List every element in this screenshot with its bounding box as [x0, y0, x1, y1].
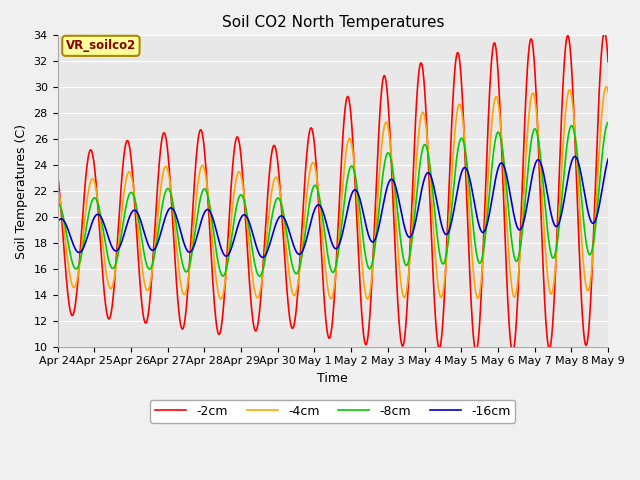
-16cm [412, 218, 420, 224]
Text: VR_soilco2: VR_soilco2 [66, 39, 136, 52]
Line: -2cm: -2cm [58, 33, 608, 352]
-2cm [54, 170, 61, 176]
-8cm [54, 201, 61, 206]
-2cm [506, 336, 514, 341]
-4cm [506, 271, 514, 276]
-8cm [154, 234, 161, 240]
-8cm [506, 226, 514, 231]
-2cm [154, 183, 161, 189]
-4cm [604, 89, 612, 95]
-4cm [54, 186, 61, 192]
-2cm [465, 237, 472, 242]
-8cm [465, 175, 472, 180]
-16cm [54, 219, 61, 225]
-4cm [602, 84, 610, 90]
-16cm [154, 240, 161, 246]
-2cm [601, 30, 609, 36]
-4cm [465, 196, 472, 202]
-16cm [604, 156, 612, 162]
Line: -16cm: -16cm [58, 156, 608, 257]
-16cm [506, 192, 514, 198]
-16cm [259, 254, 267, 260]
Line: -8cm: -8cm [58, 122, 608, 276]
-8cm [412, 201, 420, 207]
-16cm [264, 247, 272, 252]
Title: Soil CO2 North Temperatures: Soil CO2 North Temperatures [221, 15, 444, 30]
X-axis label: Time: Time [317, 372, 348, 385]
-16cm [384, 182, 392, 188]
-2cm [384, 95, 392, 101]
-8cm [256, 273, 264, 279]
-2cm [264, 189, 272, 195]
-4cm [384, 123, 392, 129]
-2cm [412, 116, 419, 122]
-8cm [384, 150, 392, 156]
Legend: -2cm, -4cm, -8cm, -16cm: -2cm, -4cm, -8cm, -16cm [150, 400, 515, 423]
-8cm [604, 120, 612, 125]
Y-axis label: Soil Temperatures (C): Soil Temperatures (C) [15, 123, 28, 259]
-8cm [264, 239, 272, 244]
-4cm [412, 169, 420, 175]
-16cm [571, 154, 579, 159]
-16cm [465, 171, 472, 177]
Line: -4cm: -4cm [58, 87, 608, 299]
-4cm [217, 296, 225, 302]
-4cm [154, 216, 161, 222]
-2cm [509, 349, 516, 355]
-2cm [604, 59, 612, 65]
-4cm [264, 221, 272, 227]
